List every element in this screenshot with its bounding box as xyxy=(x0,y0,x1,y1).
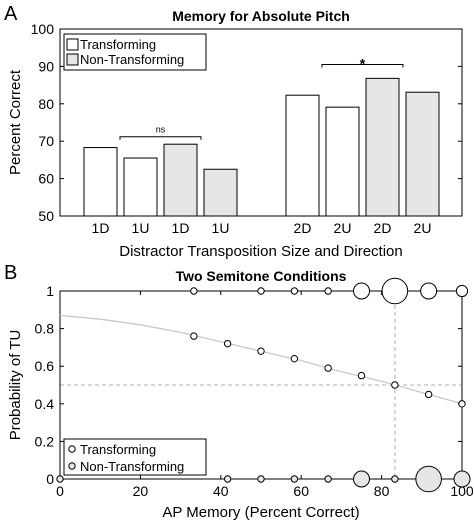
fit-curve xyxy=(59,314,463,405)
fit-point xyxy=(257,347,265,355)
fit-point xyxy=(290,354,299,363)
chart-a-x-tick-label: 2U xyxy=(414,220,432,236)
fit-point xyxy=(190,332,198,340)
chart-a-y-tick-label: 50 xyxy=(38,208,54,224)
chart-a-title: Memory for Absolute Pitch xyxy=(172,8,350,24)
fit-point xyxy=(391,381,399,389)
chart-a-y-tick-label: 100 xyxy=(31,21,55,37)
fit-point xyxy=(324,364,332,372)
chart-a-x-tick-label: 2D xyxy=(374,220,392,236)
data-point-non-transforming xyxy=(353,470,370,488)
chart-a-y-axis-label: Percent Correct xyxy=(7,69,24,175)
data-point-non-transforming xyxy=(257,475,265,483)
data-point-transforming xyxy=(381,277,409,305)
chart-b-legend: Transforming Non-Transforming xyxy=(63,438,207,476)
panel-a: A Memory for Absolute Pitch 50 60 70 80 90 10… xyxy=(4,3,463,260)
legend-swatch-non-transforming xyxy=(66,53,79,66)
chart-a-plot-area: 50 60 70 80 90 100 1D 1U 1D 1U 2D 2U 2D 2U ns * xyxy=(31,21,463,236)
chart-b-x-tick-label: 80 xyxy=(374,483,390,499)
significance-bracket xyxy=(119,136,202,140)
chart-b-x-tick-label: 100 xyxy=(450,483,474,499)
bar xyxy=(365,77,400,217)
fit-point xyxy=(424,390,433,399)
chart-a-x-tick-label: 1U xyxy=(212,220,230,236)
chart-a-x-tick-label: 1D xyxy=(92,220,110,236)
data-point-non-transforming xyxy=(56,475,64,483)
data-point-transforming xyxy=(190,287,198,295)
data-point-non-transforming xyxy=(391,475,399,483)
chart-b-y-axis-label: Probability of TU xyxy=(7,330,24,441)
chart-a-x-tick-label: 1U xyxy=(132,220,150,236)
chart-b-x-tick-label: 0 xyxy=(56,483,64,499)
data-point-non-transforming xyxy=(290,475,299,483)
chart-a-y-tick-label: 80 xyxy=(38,96,54,112)
chart-b-x-tick-label: 40 xyxy=(213,483,229,499)
chart-b-x-tick-label: 60 xyxy=(293,483,309,499)
fit-point xyxy=(357,371,366,380)
bar xyxy=(203,168,238,217)
legend-label-transforming: Transforming xyxy=(80,37,156,52)
chart-b-y-tick-label: 1 xyxy=(46,283,54,299)
chart-a-y-tick-label: 90 xyxy=(38,58,54,74)
data-point-non-transforming xyxy=(453,470,471,488)
chart-b-y-tick-label: 0.6 xyxy=(35,358,55,374)
chart-a-legend: Transforming Non-Transforming xyxy=(63,33,207,71)
significance-bracket xyxy=(321,64,404,68)
panel-b: B Two Semitone Conditions 0 20 40 60 80 10000… xyxy=(4,262,474,521)
chart-a-x-tick-label: 1D xyxy=(172,220,190,236)
chart-a-x-tick-label: 2D xyxy=(294,220,312,236)
data-point-non-transforming xyxy=(415,465,442,493)
chart-a-y-tick-label: 70 xyxy=(38,133,54,149)
fit-point xyxy=(223,339,232,348)
data-point-transforming xyxy=(353,282,370,300)
chart-b-y-tick-label: 0.2 xyxy=(35,433,55,449)
chart-a-x-tick-label: 2U xyxy=(334,220,352,236)
bar xyxy=(83,147,118,217)
data-point-non-transforming xyxy=(223,475,232,483)
data-point-transforming xyxy=(420,282,438,300)
bar xyxy=(285,94,320,217)
chart-b-y-tick-label: 0 xyxy=(46,471,54,487)
data-point-transforming xyxy=(324,287,332,295)
legend-label-transforming: Transforming xyxy=(80,442,156,457)
fit-point xyxy=(458,400,466,408)
legend-marker-transforming xyxy=(68,445,76,453)
significance-label: * xyxy=(360,56,366,72)
chart-b-legend-box xyxy=(63,438,207,476)
bar xyxy=(405,91,440,217)
data-point-transforming xyxy=(257,287,265,295)
chart-a-legend-box xyxy=(63,33,207,71)
data-point-transforming xyxy=(290,287,299,295)
data-point-transforming xyxy=(455,284,469,298)
legend-label-non-transforming: Non-Transforming xyxy=(80,52,184,67)
chart-a-frame xyxy=(59,28,463,217)
chart-b-x-axis-label: AP Memory (Percent Correct) xyxy=(162,504,359,521)
significance-label: ns xyxy=(156,125,166,135)
bar xyxy=(325,106,360,217)
legend-marker-non-transforming xyxy=(68,462,76,470)
panel-label-a: A xyxy=(4,3,18,25)
chart-b-plot-area: 0 20 40 60 80 100 0 0.2 0.4 0.6 0.8 1 xyxy=(35,277,474,499)
legend-label-non-transforming: Non-Transforming xyxy=(80,459,184,474)
data-point-non-transforming xyxy=(324,475,332,483)
chart-b-y-tick-label: 0.8 xyxy=(35,321,55,337)
panel-label-b: B xyxy=(4,262,17,284)
chart-a-y-tick-label: 60 xyxy=(38,171,54,187)
chart-b-title: Two Semitone Conditions xyxy=(176,268,347,284)
bar xyxy=(123,157,158,217)
chart-a-x-axis-label: Distractor Transposition Size and Direct… xyxy=(119,243,402,260)
bar xyxy=(163,143,198,217)
chart-b-x-tick-label: 20 xyxy=(133,483,149,499)
legend-swatch-transforming xyxy=(66,38,79,51)
chart-b-y-tick-label: 0.4 xyxy=(35,396,55,412)
